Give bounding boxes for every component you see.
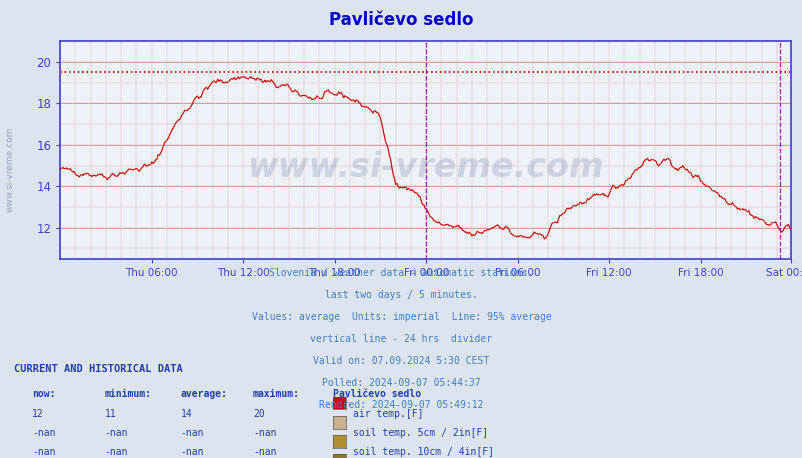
Text: average:: average:: [180, 389, 228, 399]
Text: Rendred: 2024-09-07 05:49:12: Rendred: 2024-09-07 05:49:12: [319, 400, 483, 410]
Text: -nan: -nan: [32, 447, 55, 457]
Text: vertical line - 24 hrs  divider: vertical line - 24 hrs divider: [310, 334, 492, 344]
Text: 11: 11: [104, 409, 116, 419]
Text: www.si-vreme.com: www.si-vreme.com: [5, 127, 14, 212]
Text: Slovenia / weather data - automatic stations.: Slovenia / weather data - automatic stat…: [269, 268, 533, 278]
Text: -nan: -nan: [253, 428, 276, 438]
Text: -nan: -nan: [180, 447, 204, 457]
Text: CURRENT AND HISTORICAL DATA: CURRENT AND HISTORICAL DATA: [14, 364, 183, 374]
Text: minimum:: minimum:: [104, 389, 152, 399]
Text: air temp.[F]: air temp.[F]: [352, 409, 423, 419]
Text: Values: average  Units: imperial  Line: 95% average: Values: average Units: imperial Line: 95…: [251, 312, 551, 322]
Text: maximum:: maximum:: [253, 389, 300, 399]
Text: -nan: -nan: [253, 447, 276, 457]
Text: www.si-vreme.com: www.si-vreme.com: [247, 151, 603, 184]
Text: -nan: -nan: [104, 428, 128, 438]
Text: soil temp. 5cm / 2in[F]: soil temp. 5cm / 2in[F]: [352, 428, 487, 438]
Text: Valid on: 07.09.2024 5:30 CEST: Valid on: 07.09.2024 5:30 CEST: [313, 356, 489, 366]
Text: Pavličevo sedlo: Pavličevo sedlo: [333, 389, 421, 399]
Text: now:: now:: [32, 389, 55, 399]
Text: 12: 12: [32, 409, 44, 419]
Text: soil temp. 10cm / 4in[F]: soil temp. 10cm / 4in[F]: [352, 447, 493, 457]
Text: -nan: -nan: [32, 428, 55, 438]
Text: 20: 20: [253, 409, 265, 419]
Text: 14: 14: [180, 409, 192, 419]
Text: Pavličevo sedlo: Pavličevo sedlo: [329, 11, 473, 29]
Text: last two days / 5 minutes.: last two days / 5 minutes.: [325, 290, 477, 300]
Text: -nan: -nan: [104, 447, 128, 457]
Text: -nan: -nan: [180, 428, 204, 438]
Text: Polled: 2024-09-07 05:44:37: Polled: 2024-09-07 05:44:37: [322, 378, 480, 388]
